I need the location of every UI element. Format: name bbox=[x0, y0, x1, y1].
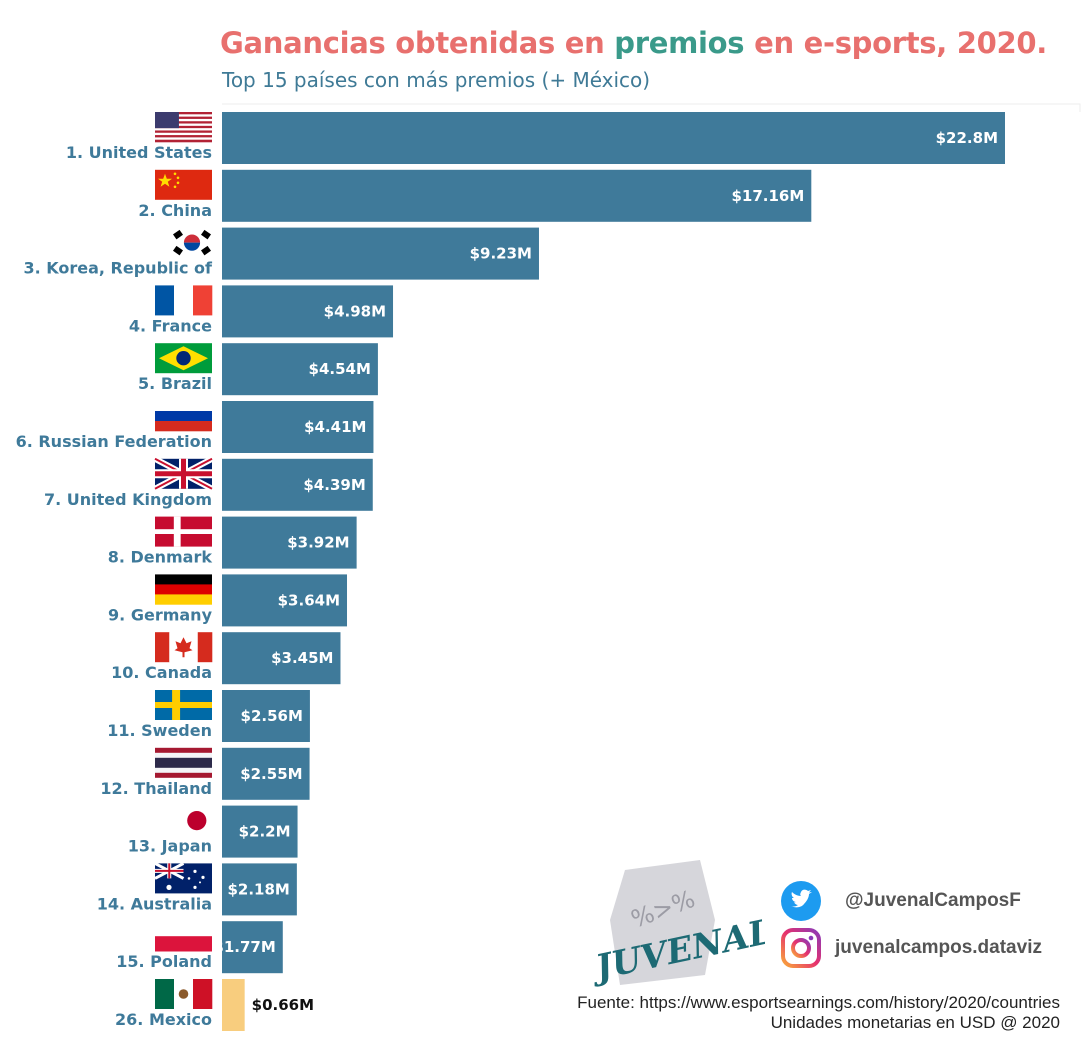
category-label: 15. Poland bbox=[116, 952, 212, 971]
value-label: $2.56M bbox=[241, 707, 303, 725]
bar-15 bbox=[222, 921, 283, 974]
china-flag-icon bbox=[155, 169, 212, 200]
uk-flag-icon bbox=[153, 456, 214, 492]
category-label: 11. Sweden bbox=[107, 721, 212, 740]
bar-11 bbox=[222, 690, 310, 742]
value-label: $9.23M bbox=[470, 245, 532, 263]
category-label: 6. Russian Federation bbox=[16, 432, 212, 451]
france-flag-icon bbox=[155, 285, 213, 316]
bar-4 bbox=[222, 285, 394, 338]
germany-flag-icon bbox=[155, 574, 212, 605]
australia-flag-icon bbox=[154, 862, 212, 894]
category-label: 8. Denmark bbox=[108, 548, 213, 567]
bar-10 bbox=[222, 632, 341, 685]
value-label: $17.16M bbox=[731, 187, 804, 205]
category-label: 2. China bbox=[138, 201, 212, 220]
category-label: 13. Japan bbox=[128, 837, 212, 856]
twitter-bird-icon[interactable] bbox=[780, 880, 822, 922]
value-label: $4.39M bbox=[303, 476, 365, 494]
source-note: Fuente: https://www.esportsearnings.com/… bbox=[577, 993, 1060, 1012]
category-label: 12. Thailand bbox=[100, 779, 212, 798]
category-label: 3. Korea, Republic of bbox=[23, 259, 213, 278]
category-label: 26. Mexico bbox=[115, 1010, 212, 1029]
twitter-handle[interactable]: @JuvenalCamposF bbox=[845, 890, 1021, 911]
canada-flag-icon bbox=[155, 632, 213, 663]
bar-9 bbox=[222, 574, 348, 627]
mexico-flag-icon bbox=[155, 979, 213, 1009]
value-label: $2.18M bbox=[227, 880, 289, 898]
value-label: $22.8M bbox=[936, 129, 998, 147]
value-label: $0.66M bbox=[252, 996, 314, 1014]
bar-12 bbox=[222, 747, 310, 800]
value-label: $3.45M bbox=[271, 649, 333, 667]
instagram-handle[interactable]: juvenalcampos.dataviz bbox=[835, 937, 1042, 958]
bar-14 bbox=[222, 863, 297, 916]
bar-2 bbox=[222, 169, 812, 222]
value-label: $3.64M bbox=[278, 591, 340, 609]
sweden-flag-icon bbox=[155, 690, 212, 720]
instagram-icon[interactable] bbox=[780, 927, 822, 969]
value-label: $4.41M bbox=[304, 418, 366, 436]
bar-16 bbox=[222, 979, 245, 1031]
bar-1 bbox=[222, 112, 1005, 164]
category-label: 5. Brazil bbox=[138, 374, 212, 393]
bar-13 bbox=[222, 805, 298, 858]
bar-6 bbox=[222, 401, 374, 453]
japan-flag-icon bbox=[172, 805, 212, 836]
bar-8 bbox=[222, 516, 357, 569]
korea-flag-icon bbox=[172, 227, 212, 258]
category-label: 10. Canada bbox=[111, 663, 212, 682]
bar-7 bbox=[222, 458, 373, 511]
brazil-flag-icon bbox=[155, 343, 212, 374]
value-label: $4.98M bbox=[324, 302, 386, 320]
chart-title: Ganancias obtenidas en premios en e-spor… bbox=[220, 26, 1048, 60]
value-label: $3.92M bbox=[287, 534, 349, 552]
poland-flag-icon bbox=[155, 921, 212, 952]
title-highlight: premios bbox=[614, 26, 745, 60]
juvenal-logo: %>% JUVENAL bbox=[586, 860, 765, 989]
category-label: 9. Germany bbox=[108, 605, 213, 624]
value-label: $2.2M bbox=[239, 823, 291, 841]
units-note: Unidades monetarias en USD @ 2020 bbox=[770, 1013, 1060, 1032]
chart-subtitle: Top 15 países con más premios (+ México) bbox=[222, 68, 651, 92]
category-label: 14. Australia bbox=[97, 894, 212, 913]
category-label: 1. United States bbox=[66, 143, 212, 162]
bar-5 bbox=[222, 343, 378, 396]
value-label: $2.55M bbox=[240, 765, 302, 783]
panel-border bbox=[222, 103, 1081, 112]
denmark-flag-icon bbox=[155, 516, 212, 547]
value-label: $4.54M bbox=[309, 360, 371, 378]
thailand-flag-icon bbox=[155, 747, 212, 778]
value-label: $1.77M bbox=[213, 938, 275, 956]
category-label: 7. United Kingdom bbox=[44, 490, 212, 509]
russia-flag-icon bbox=[155, 401, 212, 432]
category-label: 4. France bbox=[129, 316, 212, 335]
us-flag-icon bbox=[155, 112, 212, 143]
bar-3 bbox=[222, 227, 539, 280]
